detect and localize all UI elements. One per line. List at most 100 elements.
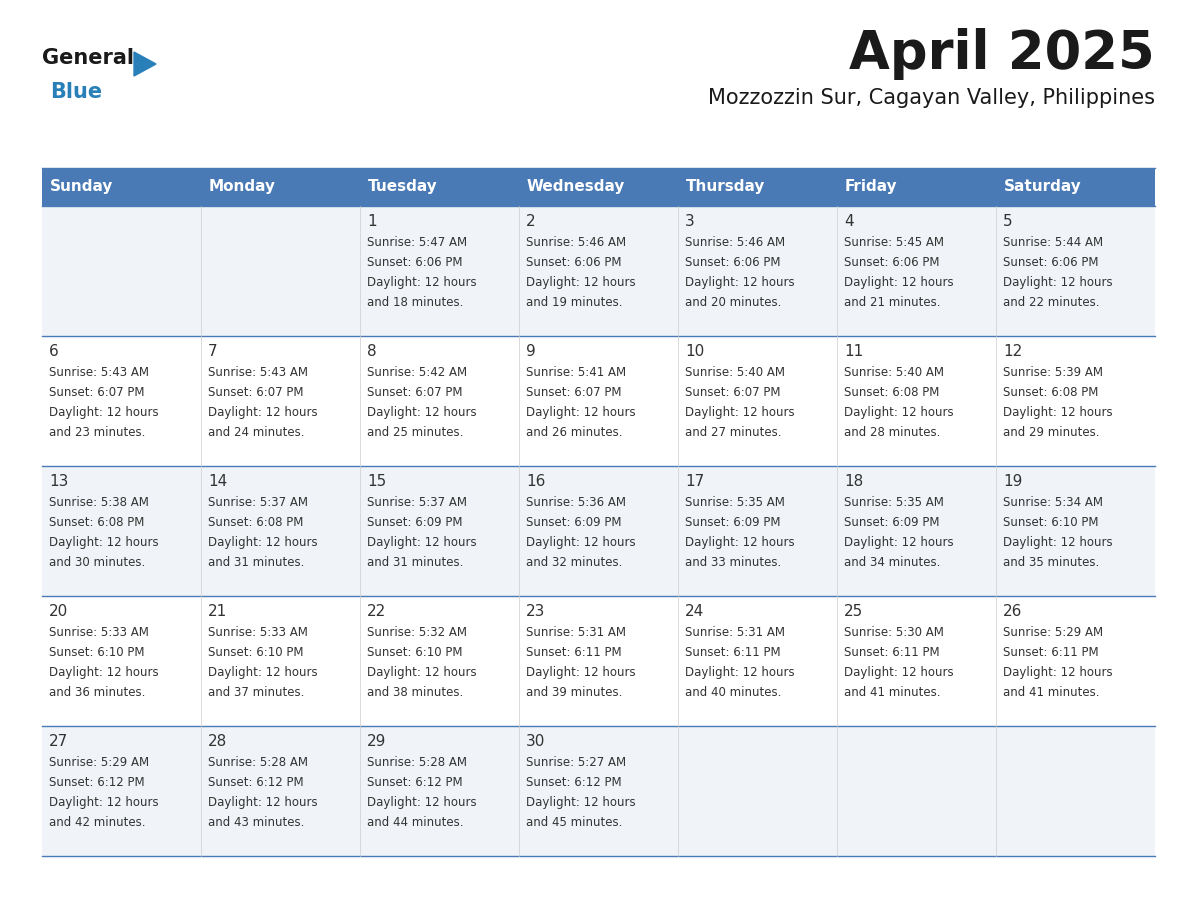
Bar <box>360 726 519 856</box>
Bar <box>996 596 1155 726</box>
Text: and 25 minutes.: and 25 minutes. <box>367 426 463 439</box>
Text: Blue: Blue <box>50 82 102 102</box>
Text: Sunrise: 5:40 AM: Sunrise: 5:40 AM <box>843 366 944 379</box>
Bar <box>201 466 360 596</box>
Text: and 36 minutes.: and 36 minutes. <box>49 686 145 699</box>
Text: Sunset: 6:12 PM: Sunset: 6:12 PM <box>49 776 145 789</box>
Text: Daylight: 12 hours: Daylight: 12 hours <box>526 536 636 549</box>
Bar <box>678 596 838 726</box>
Bar <box>838 336 996 466</box>
Bar <box>996 336 1155 466</box>
Text: Sunrise: 5:46 AM: Sunrise: 5:46 AM <box>685 236 785 249</box>
Text: Daylight: 12 hours: Daylight: 12 hours <box>843 276 954 289</box>
Text: 26: 26 <box>1003 604 1023 619</box>
Text: Sunset: 6:06 PM: Sunset: 6:06 PM <box>526 256 621 269</box>
Text: Sunset: 6:11 PM: Sunset: 6:11 PM <box>685 646 781 659</box>
Text: April 2025: April 2025 <box>849 28 1155 80</box>
Text: Daylight: 12 hours: Daylight: 12 hours <box>526 406 636 419</box>
Text: Sunrise: 5:31 AM: Sunrise: 5:31 AM <box>685 626 785 639</box>
Text: Sunset: 6:09 PM: Sunset: 6:09 PM <box>843 516 940 529</box>
Text: 16: 16 <box>526 474 545 489</box>
Text: Sunset: 6:10 PM: Sunset: 6:10 PM <box>208 646 303 659</box>
Text: 19: 19 <box>1003 474 1023 489</box>
Text: 12: 12 <box>1003 344 1022 359</box>
Polygon shape <box>134 52 156 76</box>
Text: 10: 10 <box>685 344 704 359</box>
Bar <box>838 596 996 726</box>
Text: Sunrise: 5:39 AM: Sunrise: 5:39 AM <box>1003 366 1102 379</box>
Text: and 34 minutes.: and 34 minutes. <box>843 556 941 569</box>
Text: Sunrise: 5:40 AM: Sunrise: 5:40 AM <box>685 366 785 379</box>
Bar <box>519 206 678 336</box>
Text: 18: 18 <box>843 474 864 489</box>
Text: Tuesday: Tuesday <box>368 180 437 195</box>
Text: 8: 8 <box>367 344 377 359</box>
Text: Monday: Monday <box>209 180 276 195</box>
Bar <box>201 726 360 856</box>
Text: Sunrise: 5:28 AM: Sunrise: 5:28 AM <box>367 756 467 769</box>
Text: General: General <box>42 48 134 68</box>
Text: and 26 minutes.: and 26 minutes. <box>526 426 623 439</box>
Text: 17: 17 <box>685 474 704 489</box>
Bar <box>42 206 201 336</box>
Text: Sunrise: 5:36 AM: Sunrise: 5:36 AM <box>526 496 626 509</box>
Text: Sunset: 6:09 PM: Sunset: 6:09 PM <box>685 516 781 529</box>
Text: and 30 minutes.: and 30 minutes. <box>49 556 145 569</box>
Text: and 18 minutes.: and 18 minutes. <box>367 296 463 309</box>
Text: Daylight: 12 hours: Daylight: 12 hours <box>367 536 476 549</box>
Bar <box>996 466 1155 596</box>
Text: 4: 4 <box>843 214 854 229</box>
Text: and 31 minutes.: and 31 minutes. <box>367 556 463 569</box>
Text: 29: 29 <box>367 734 386 749</box>
Text: Sunrise: 5:30 AM: Sunrise: 5:30 AM <box>843 626 944 639</box>
Text: Sunset: 6:12 PM: Sunset: 6:12 PM <box>208 776 304 789</box>
Text: Sunrise: 5:35 AM: Sunrise: 5:35 AM <box>843 496 944 509</box>
Text: 9: 9 <box>526 344 536 359</box>
Bar <box>678 466 838 596</box>
Text: Daylight: 12 hours: Daylight: 12 hours <box>1003 666 1113 679</box>
Text: Daylight: 12 hours: Daylight: 12 hours <box>1003 406 1113 419</box>
Text: 21: 21 <box>208 604 227 619</box>
Text: and 29 minutes.: and 29 minutes. <box>1003 426 1100 439</box>
Text: Sunrise: 5:28 AM: Sunrise: 5:28 AM <box>208 756 308 769</box>
Bar <box>996 726 1155 856</box>
Text: Daylight: 12 hours: Daylight: 12 hours <box>1003 276 1113 289</box>
Text: 27: 27 <box>49 734 68 749</box>
Text: and 39 minutes.: and 39 minutes. <box>526 686 623 699</box>
Text: Sunset: 6:08 PM: Sunset: 6:08 PM <box>208 516 303 529</box>
Bar <box>42 596 201 726</box>
Text: Daylight: 12 hours: Daylight: 12 hours <box>49 666 159 679</box>
Text: and 24 minutes.: and 24 minutes. <box>208 426 304 439</box>
Text: Daylight: 12 hours: Daylight: 12 hours <box>208 796 317 809</box>
Text: and 33 minutes.: and 33 minutes. <box>685 556 782 569</box>
Text: Daylight: 12 hours: Daylight: 12 hours <box>208 406 317 419</box>
Text: Daylight: 12 hours: Daylight: 12 hours <box>208 536 317 549</box>
Text: Daylight: 12 hours: Daylight: 12 hours <box>685 276 795 289</box>
Text: Sunset: 6:10 PM: Sunset: 6:10 PM <box>1003 516 1099 529</box>
Text: 11: 11 <box>843 344 864 359</box>
Text: Sunrise: 5:35 AM: Sunrise: 5:35 AM <box>685 496 785 509</box>
Bar <box>360 466 519 596</box>
Text: Sunset: 6:09 PM: Sunset: 6:09 PM <box>526 516 621 529</box>
Text: Daylight: 12 hours: Daylight: 12 hours <box>208 666 317 679</box>
Text: Daylight: 12 hours: Daylight: 12 hours <box>685 406 795 419</box>
Text: Sunrise: 5:45 AM: Sunrise: 5:45 AM <box>843 236 944 249</box>
Bar <box>360 596 519 726</box>
Bar <box>360 336 519 466</box>
Text: Sunrise: 5:37 AM: Sunrise: 5:37 AM <box>208 496 308 509</box>
Text: Sunrise: 5:41 AM: Sunrise: 5:41 AM <box>526 366 626 379</box>
Text: 25: 25 <box>843 604 864 619</box>
Text: and 31 minutes.: and 31 minutes. <box>208 556 304 569</box>
Bar <box>42 726 201 856</box>
Text: Daylight: 12 hours: Daylight: 12 hours <box>49 796 159 809</box>
Text: Daylight: 12 hours: Daylight: 12 hours <box>49 536 159 549</box>
Text: Sunset: 6:07 PM: Sunset: 6:07 PM <box>526 386 621 399</box>
Text: Sunrise: 5:43 AM: Sunrise: 5:43 AM <box>208 366 308 379</box>
Text: Sunset: 6:08 PM: Sunset: 6:08 PM <box>843 386 940 399</box>
Text: 15: 15 <box>367 474 386 489</box>
Text: Sunrise: 5:44 AM: Sunrise: 5:44 AM <box>1003 236 1104 249</box>
Text: Sunrise: 5:42 AM: Sunrise: 5:42 AM <box>367 366 467 379</box>
Text: and 22 minutes.: and 22 minutes. <box>1003 296 1100 309</box>
Text: Mozzozzin Sur, Cagayan Valley, Philippines: Mozzozzin Sur, Cagayan Valley, Philippin… <box>708 88 1155 108</box>
Text: Daylight: 12 hours: Daylight: 12 hours <box>1003 536 1113 549</box>
